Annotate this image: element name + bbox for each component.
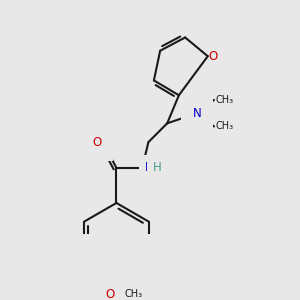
Text: N: N bbox=[145, 161, 154, 174]
Text: O: O bbox=[208, 50, 218, 63]
Text: CH₃: CH₃ bbox=[216, 95, 234, 105]
Text: H: H bbox=[153, 161, 162, 174]
Text: O: O bbox=[106, 288, 115, 300]
Text: CH₃: CH₃ bbox=[216, 122, 234, 131]
Text: O: O bbox=[92, 136, 101, 149]
Text: N: N bbox=[193, 107, 201, 120]
Text: CH₃: CH₃ bbox=[124, 289, 142, 299]
